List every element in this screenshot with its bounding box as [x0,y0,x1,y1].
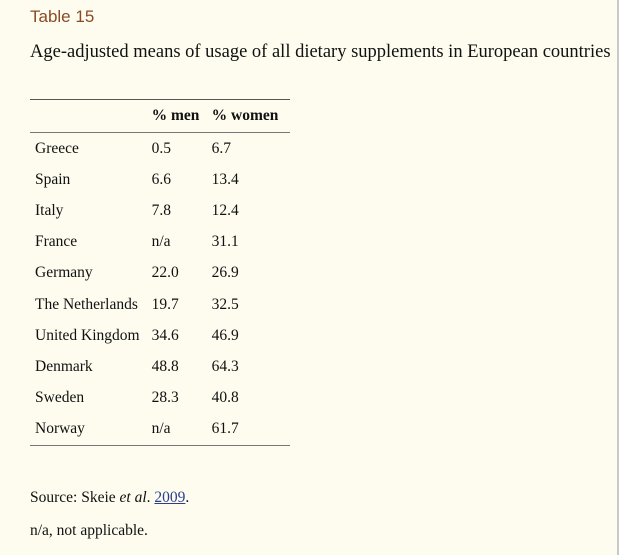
table-container: % men % women Greece 0.5 6.7 Spain 6.6 1… [30,99,290,446]
cell-men: n/a [151,420,171,438]
cell-country: Germany [35,264,93,282]
table-row: France n/a 31.1 [30,227,290,258]
source-end: . [185,489,190,506]
cell-men: 34.6 [151,326,179,344]
table-row: Norway n/a 61.7 [30,414,290,446]
table-row: Greece 0.5 6.7 [30,133,290,165]
cell-country: United Kingdom [35,326,140,344]
cell-men: 22.0 [151,264,179,282]
cell-men: n/a [151,233,171,251]
table-header: % men % women [30,99,290,133]
cell-women: 12.4 [211,201,239,219]
cell-men: 19.7 [151,295,179,313]
cell-women: 61.7 [211,420,239,438]
table-row: Sweden 28.3 40.8 [30,383,290,414]
cell-women: 6.7 [211,139,231,157]
cell-women: 26.9 [211,264,239,282]
header-country [30,100,146,133]
table-row: Spain 6.6 13.4 [30,164,290,195]
header-row: % men % women [30,99,290,133]
cell-men: 6.6 [151,170,171,188]
cell-country: Greece [35,139,79,157]
cell-men: 7.8 [151,201,171,219]
table-caption: Age-adjusted means of usage of all dieta… [30,42,611,62]
cell-men: 0.5 [151,139,171,157]
cell-women: 64.3 [211,357,239,375]
table-row: Germany 22.0 26.9 [30,258,290,289]
cell-women: 46.9 [211,326,239,344]
na-footnote: n/a, not applicable. [30,522,148,539]
table-row: United Kingdom 34.6 46.9 [30,320,290,351]
source-footnote: Source: Skeie et al. 2009. [30,489,189,507]
cell-country: Italy [35,201,64,219]
cell-country: France [35,233,78,251]
cell-men: 28.3 [151,389,179,407]
cell-women: 13.4 [211,170,239,188]
cell-country: Spain [35,170,71,188]
source-etal: et al [119,489,147,506]
source-year-link[interactable]: 2009 [154,489,186,506]
table-body: Greece 0.5 6.7 Spain 6.6 13.4 Italy 7.8 … [30,133,290,446]
cell-country: Denmark [35,357,93,375]
table-row: Denmark 48.8 64.3 [30,351,290,382]
cell-women: 32.5 [211,295,239,313]
header-women: % women [211,107,279,124]
table-row: Italy 7.8 12.4 [30,195,290,226]
cell-men: 48.8 [151,357,179,375]
cell-women: 40.8 [211,389,239,407]
cell-women: 31.1 [211,233,239,251]
cell-country: Sweden [35,389,85,407]
cell-country: Norway [35,420,85,438]
source-dot: . [146,489,155,506]
source-prefix: Source: Skeie [30,489,120,506]
header-men: % men [151,107,200,124]
table-row: The Netherlands 19.7 32.5 [30,289,290,320]
cell-country: The Netherlands [35,295,138,313]
table-label: Table 15 [30,7,95,26]
supplements-table: % men % women Greece 0.5 6.7 Spain 6.6 1… [30,99,290,446]
